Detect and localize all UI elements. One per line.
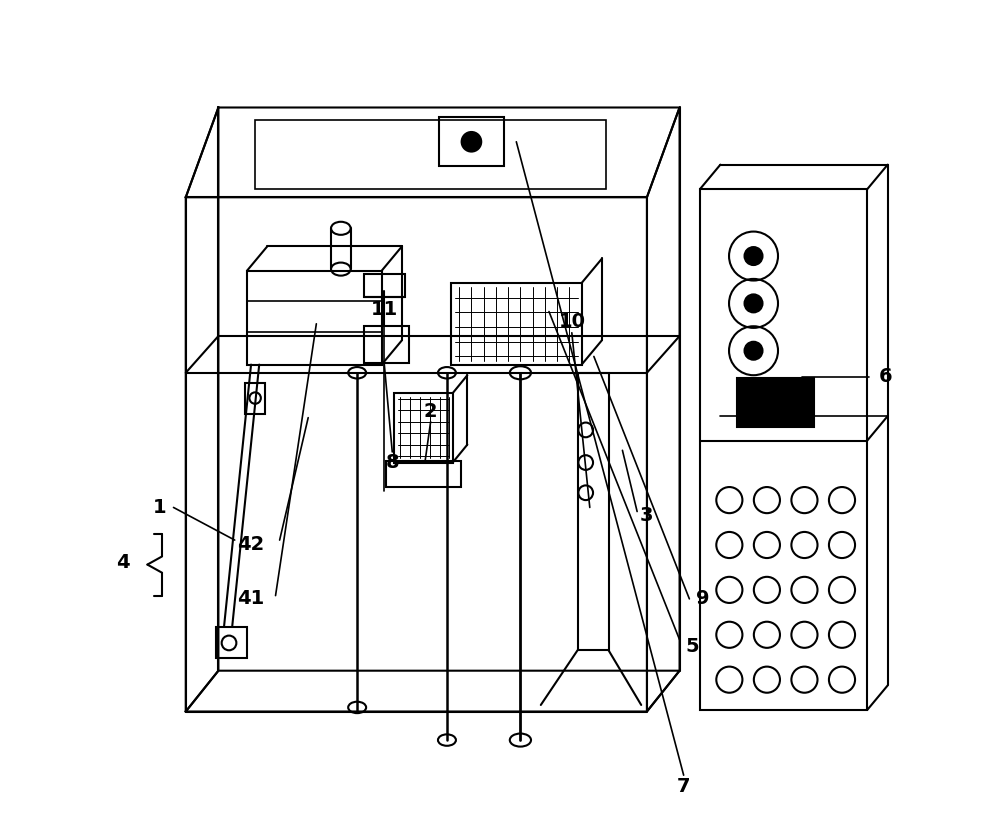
Text: 2: 2 [424,401,437,421]
Ellipse shape [462,132,481,152]
Bar [451,283,582,364]
Bar [255,120,606,189]
Bar [700,189,867,710]
Text: 10: 10 [558,312,585,331]
Text: 11: 11 [370,301,398,319]
Bar [364,326,409,363]
Bar [578,373,609,650]
Bar [394,393,453,463]
Bar [364,274,405,296]
Ellipse shape [745,247,762,265]
Text: 42: 42 [237,535,265,554]
Text: 8: 8 [385,453,399,472]
Text: 41: 41 [237,590,265,609]
Text: 7: 7 [677,777,690,796]
Bar [216,627,247,658]
Bar [386,461,461,487]
Bar [247,271,382,364]
Text: 1: 1 [153,498,166,517]
Text: 6: 6 [878,368,892,387]
Text: 9: 9 [696,590,709,609]
Bar [439,117,504,166]
Bar [737,378,814,428]
Text: 3: 3 [640,506,654,525]
Bar [245,382,265,414]
Text: 4: 4 [116,554,130,572]
Ellipse shape [745,342,762,360]
Ellipse shape [745,294,762,312]
Text: 5: 5 [685,636,699,656]
